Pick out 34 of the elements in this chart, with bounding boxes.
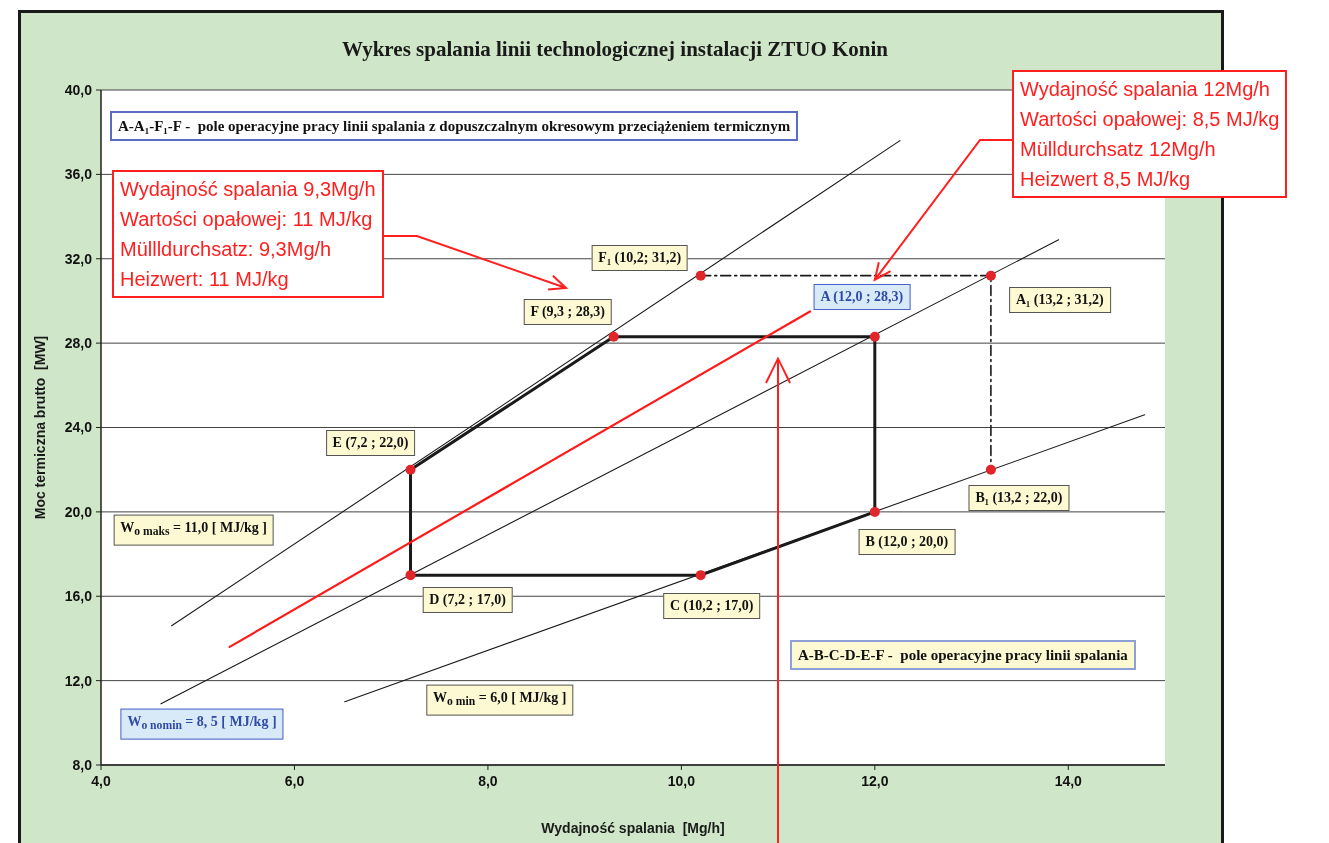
x-axis-title: Wydajność spalania [Mg/h] xyxy=(541,820,725,836)
x-tick-label: 4,0 xyxy=(91,772,111,789)
x-tick-label: 6,0 xyxy=(284,772,305,789)
y-tick-label: 12,0 xyxy=(64,672,93,689)
y-tick-label: 36,0 xyxy=(64,166,93,183)
y-tick-label: 20,0 xyxy=(64,503,93,520)
x-tick-label: 8,0 xyxy=(478,772,498,789)
data-label: C (10,2 ; 17,0) xyxy=(662,593,761,620)
data-label: D (7,2 ; 17,0) xyxy=(422,587,513,614)
data-label: A (12,0 ; 28,3) xyxy=(813,283,911,310)
y-tick-label: 32,0 xyxy=(64,250,93,267)
y-axis-title: Moc termiczna brutto [MW] xyxy=(32,335,48,520)
data-label: E (7,2 ; 22,0) xyxy=(325,429,416,456)
y-tick-label: 28,0 xyxy=(64,335,93,352)
annotation: A-A₁-F₁-F - pole operacyjne pracy linii spalania z dopuszczalnym okresowym przeciążeniem termicznym xyxy=(110,111,799,141)
y-tick-label: 24,0 xyxy=(64,419,93,436)
annotation: A-B-C-D-E-F - pole operacyjne pracy linii spalania xyxy=(790,640,1136,670)
text: W$_{o nomin}$ = 8, 5 [ MJ/kg ] xyxy=(120,708,284,740)
x-tick-label: 10,0 xyxy=(667,772,696,789)
y-tick-label: 16,0 xyxy=(64,588,93,605)
y-tick-label: 40,0 xyxy=(64,81,93,98)
data-label: F₁ (10,2; 31,2) xyxy=(591,244,689,271)
data-label: B (12,0 ; 20,0) xyxy=(858,528,956,555)
y-tick-label: 8,0 xyxy=(72,756,93,773)
series-label: W$_{o min}$ = 6,0 [ MJ/kg ] xyxy=(426,684,574,716)
chart-title: Wykres spalania linii technologicznej instalacji ZTUO Konin xyxy=(341,37,889,61)
annotation: Wydajność spalania 12Mg/h Wartości opałowej: 8,5 MJ/kg Mülldurchsatz 12Mg/h Heizwert 8,5 MJ/kg xyxy=(1012,70,1288,198)
annotation: Wydajność spalania 9,3Mg/h Wartości opałowej: 11 MJ/kg Müllldurchsatz: 9,3Mg/h Heizwert: 11 MJ/kg xyxy=(112,170,384,298)
series-label: W$_{o maks}$ = 11,0 [ MJ/kg ] xyxy=(113,514,274,546)
x-tick-label: 12,0 xyxy=(861,772,889,789)
data-label: B₁ (13,2 ; 22,0) xyxy=(968,484,1070,511)
data-label: A₁ (13,2 ; 31,2) xyxy=(1008,286,1111,313)
x-tick-label: 14,0 xyxy=(1054,772,1083,789)
data-label: F (9,3 ; 28,3) xyxy=(523,298,612,325)
